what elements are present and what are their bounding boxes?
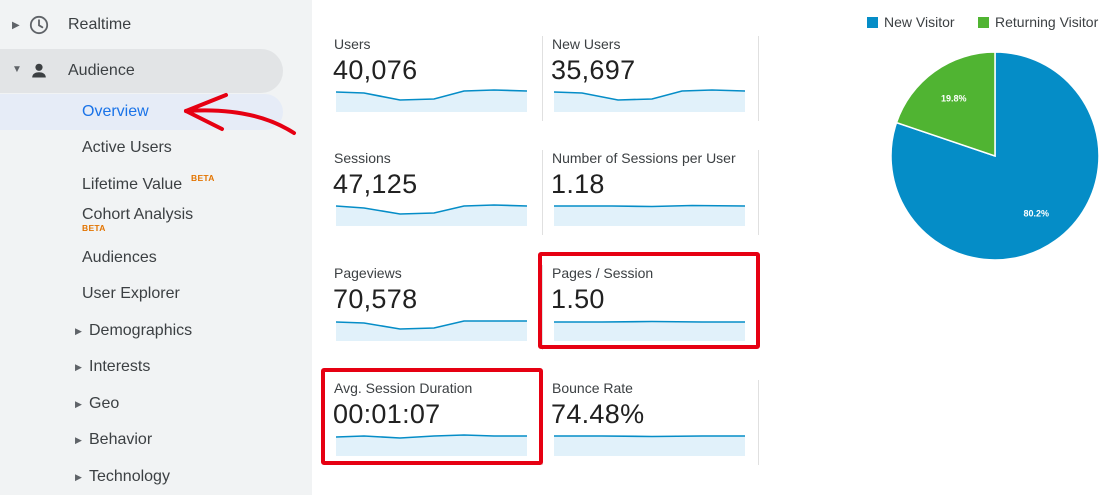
- metric-value: 40,076: [333, 55, 418, 85]
- metric-value: 70,578: [333, 284, 418, 314]
- sparkline: [554, 204, 746, 226]
- sidebar-item-demographics[interactable]: Demographics: [89, 322, 193, 339]
- sidebar-item-geo[interactable]: Geo: [89, 395, 120, 412]
- pie-slice-new-visitor[interactable]: [890, 51, 1100, 261]
- beta-badge: BETA: [191, 173, 215, 183]
- person-icon: [28, 60, 50, 82]
- pie-slice-returning-visitor[interactable]: [895, 51, 996, 158]
- highlight-box-pages-per-session: [538, 252, 760, 349]
- caret-right-icon: ▶: [75, 472, 82, 482]
- metric-divider: [758, 380, 759, 465]
- metric-label: Pages / Session: [552, 265, 654, 281]
- pie-data-label: 19.8%: [941, 94, 967, 104]
- metric-divider: [542, 36, 543, 121]
- metric-value: 35,697: [551, 55, 636, 85]
- nav-realtime-label: Realtime: [68, 16, 132, 33]
- sidebar-item-active-users[interactable]: Active Users: [82, 139, 172, 156]
- beta-badge: BETA: [82, 223, 106, 233]
- sidebar-item-interests[interactable]: Interests: [89, 358, 151, 375]
- nav-audience[interactable]: ▼ Audience: [0, 49, 283, 93]
- metric-users[interactable]: Users 40,076: [333, 36, 534, 136]
- metric-sessions[interactable]: Sessions 47,125: [333, 150, 534, 250]
- metric-value: 47,125: [333, 169, 418, 199]
- metric-divider: [758, 150, 759, 235]
- metric-value: 1.18: [551, 169, 605, 199]
- metric-label: Pageviews: [334, 265, 402, 281]
- sidebar: ▶ Realtime ▼ Audience Overview Active Us…: [0, 0, 312, 495]
- nav-audience-label: Audience: [68, 62, 135, 79]
- legend-label: New Visitor: [884, 14, 955, 30]
- metric-divider: [542, 150, 543, 235]
- legend-swatch: [978, 16, 989, 28]
- metric-value: 74.48%: [551, 399, 645, 429]
- pie-chart: 80.2% 19.8%: [890, 51, 1100, 261]
- caret-right-icon: ▶: [12, 19, 20, 31]
- legend-returning-visitor[interactable]: Returning Visitor: [978, 14, 1098, 30]
- legend-label: Returning Visitor: [995, 14, 1099, 30]
- legend-new-visitor[interactable]: New Visitor: [867, 14, 955, 30]
- sparkline: [554, 320, 745, 341]
- sparkline: [335, 204, 528, 226]
- sidebar-item-user-explorer[interactable]: User Explorer: [82, 285, 180, 302]
- metric-label: Number of Sessions per User: [552, 150, 736, 166]
- caret-down-icon: ▼: [12, 64, 22, 75]
- metric-label: New Users: [552, 36, 621, 52]
- sparkline: [553, 89, 746, 112]
- sparkline: [335, 89, 528, 112]
- caret-right-icon: ▶: [75, 399, 82, 409]
- sidebar-item-label: Overview: [82, 103, 149, 120]
- sparkline: [335, 434, 527, 456]
- metric-value: 00:01:07: [333, 399, 441, 429]
- caret-right-icon: ▶: [75, 435, 82, 445]
- metric-label: Avg. Session Duration: [334, 380, 473, 396]
- metric-sessions-per-user[interactable]: Number of Sessions per User 1.18: [551, 150, 752, 250]
- sparkline: [554, 435, 745, 456]
- metric-divider: [758, 36, 759, 121]
- sidebar-item-audiences[interactable]: Audiences: [82, 249, 157, 266]
- red-arrow-annotation: [184, 93, 296, 135]
- sidebar-item-behavior[interactable]: Behavior: [89, 431, 153, 448]
- sparkline: [335, 320, 527, 341]
- sidebar-item-cohort-analysis[interactable]: Cohort Analysis: [82, 206, 194, 223]
- metric-pages-per-session[interactable]: Pages / Session 1.50: [551, 265, 752, 365]
- metric-new-users[interactable]: New Users 35,697: [551, 36, 752, 136]
- metric-pageviews[interactable]: Pageviews 70,578: [333, 265, 534, 365]
- highlight-box-avg-session-duration: [321, 368, 543, 465]
- metric-avg-session-duration[interactable]: Avg. Session Duration 00:01:07: [333, 380, 534, 480]
- caret-right-icon: ▶: [75, 326, 82, 336]
- pie-data-label: 80.2%: [1023, 208, 1049, 218]
- sidebar-item-technology[interactable]: Technology: [89, 468, 170, 485]
- metric-divider: [542, 265, 543, 350]
- legend-swatch: [867, 16, 878, 28]
- metric-bounce-rate[interactable]: Bounce Rate 74.48%: [551, 380, 752, 480]
- clock-icon: [28, 14, 50, 36]
- metric-value: 1.50: [551, 284, 605, 314]
- nav-realtime[interactable]: ▶ Realtime: [0, 7, 283, 43]
- caret-right-icon: ▶: [75, 362, 82, 372]
- sidebar-item-lifetime-value[interactable]: Lifetime Value: [82, 176, 183, 193]
- metric-label: Sessions: [334, 150, 391, 166]
- metric-label: Bounce Rate: [552, 380, 633, 396]
- metric-label: Users: [334, 36, 371, 52]
